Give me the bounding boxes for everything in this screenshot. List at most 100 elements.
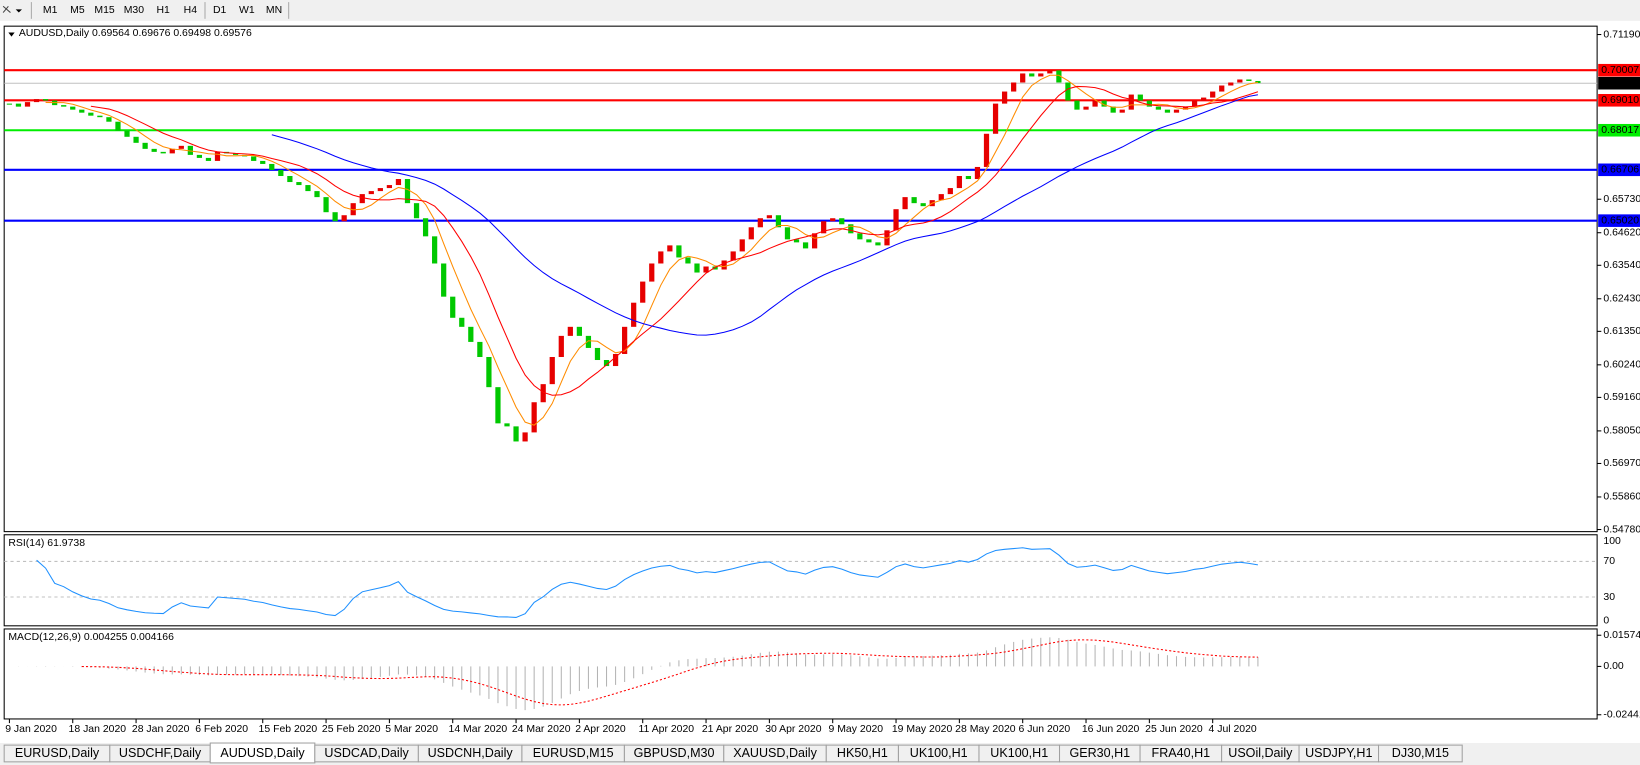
macd-tick-label: 0.00 [1603, 661, 1624, 672]
candle [61, 105, 67, 107]
y-tick-label: 0.62430 [1603, 294, 1640, 305]
candle [486, 356, 492, 388]
candle [269, 163, 275, 170]
y-tick-label: 0.71190 [1603, 29, 1640, 40]
candle [857, 233, 863, 240]
candle [811, 233, 818, 249]
candle [531, 402, 537, 433]
candle [441, 263, 447, 297]
y-tick-label: 0.55860 [1603, 492, 1640, 503]
candle [350, 203, 356, 216]
candle [594, 347, 601, 361]
candle [685, 257, 691, 264]
candle [33, 99, 40, 103]
timeframe-button[interactable]: M15 [94, 5, 115, 16]
candle [793, 239, 800, 243]
tab-label[interactable]: USDCHF,Daily [119, 746, 202, 760]
timeframe-button[interactable]: W1 [239, 5, 255, 16]
candle [1182, 106, 1189, 110]
candle [1110, 106, 1116, 113]
rsi-pane [3, 534, 1598, 627]
toolbar [0, 0, 1640, 21]
tab-label[interactable]: USDCNH,Daily [428, 746, 514, 760]
timeframe-button[interactable]: MN [266, 5, 282, 16]
timeframe-button[interactable]: M30 [124, 5, 145, 16]
tab-label[interactable]: DJ30,M15 [1392, 746, 1449, 760]
candle [160, 151, 166, 154]
tab-label[interactable]: AUDUSD,Daily [220, 746, 305, 760]
tab-label[interactable]: USDCAD,Daily [324, 746, 409, 760]
candle [640, 281, 646, 303]
rsi-tick-label: 0 [1603, 615, 1609, 626]
candle [712, 266, 718, 270]
candle [631, 302, 637, 327]
y-tick-label: 0.61350 [1603, 326, 1640, 337]
toolbar-icon [2, 5, 11, 13]
candle [124, 130, 130, 137]
candle [1065, 82, 1071, 101]
candle [703, 266, 709, 273]
tab-label[interactable]: GBPUSD,M30 [634, 746, 715, 760]
macd-tick-label: -0.024412 [1603, 710, 1640, 721]
candle [558, 335, 564, 357]
candle [721, 260, 727, 270]
candle [1056, 70, 1062, 83]
tab-label[interactable]: GER30,H1 [1069, 746, 1130, 760]
candle [1210, 91, 1216, 98]
x-tick-label: 6 Jun 2020 [1019, 724, 1071, 735]
candle [947, 188, 953, 195]
candle [549, 356, 555, 385]
tab-label[interactable]: USOil,Daily [1228, 746, 1293, 760]
candle [848, 224, 854, 234]
candle [938, 194, 944, 201]
timeframe-button[interactable]: M1 [43, 5, 58, 16]
rsi-tick-label: 30 [1603, 592, 1615, 603]
tab-label[interactable]: EURUSD,M15 [533, 746, 614, 760]
level-label: 0.66706 [1601, 165, 1639, 176]
x-tick-label: 9 Jan 2020 [5, 724, 57, 735]
x-tick-label: 18 Jan 2020 [69, 724, 127, 735]
level-label-box [1598, 214, 1640, 227]
candle [1038, 73, 1044, 77]
tab-label[interactable]: USDJPY,H1 [1305, 746, 1372, 760]
candle [1201, 97, 1207, 101]
macd-pane [3, 628, 1598, 720]
timeframe-button[interactable]: H4 [184, 5, 198, 16]
current-price-label: 0.69576 [1601, 78, 1639, 89]
tab-label[interactable]: FRA40,H1 [1152, 746, 1211, 760]
rsi-line [36, 547, 1259, 618]
candle [106, 117, 112, 122]
candle [992, 103, 999, 134]
level-label-box [1598, 63, 1640, 77]
candle [1173, 109, 1180, 113]
candle [205, 157, 212, 161]
candle [24, 102, 31, 107]
candle [422, 218, 429, 237]
tab-label[interactable]: UK100,H1 [910, 746, 968, 760]
tab-label[interactable]: XAUUSD,Daily [733, 746, 817, 760]
candle [784, 227, 791, 240]
candle [821, 221, 827, 234]
x-tick-label: 9 May 2020 [829, 724, 884, 735]
candle [88, 112, 94, 116]
candle [1146, 100, 1152, 107]
candle [413, 203, 420, 219]
y-tick-label: 0.64620 [1603, 227, 1640, 238]
timeframe-button[interactable]: D1 [213, 5, 227, 16]
candle [1083, 106, 1089, 110]
tab-label[interactable]: HK50,H1 [837, 746, 888, 760]
candle [965, 176, 972, 180]
candle [1029, 73, 1035, 77]
x-tick-label: 15 Feb 2020 [259, 724, 318, 735]
y-tick-label: 0.56970 [1603, 458, 1640, 469]
candle [251, 156, 257, 161]
candle [902, 197, 908, 210]
candle [468, 326, 474, 342]
timeframe-button[interactable]: H1 [156, 5, 170, 16]
tab[interactable] [1377, 744, 1463, 763]
level-label: 0.65020 [1601, 215, 1639, 226]
timeframe-button[interactable]: M5 [70, 5, 85, 16]
candle [649, 263, 655, 282]
tab-label[interactable]: EURUSD,Daily [15, 746, 100, 760]
tab-label[interactable]: UK100,H1 [990, 746, 1048, 760]
